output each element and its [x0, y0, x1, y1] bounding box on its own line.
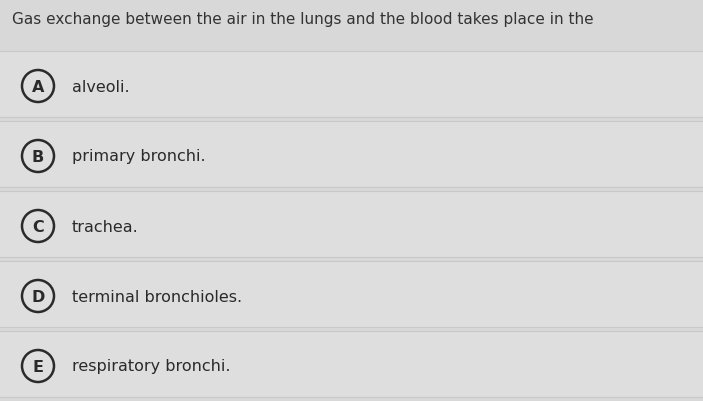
- Bar: [0, 331, 703, 397]
- Text: B: B: [32, 149, 44, 164]
- Text: E: E: [32, 358, 44, 374]
- Text: primary bronchi.: primary bronchi.: [72, 149, 205, 164]
- Bar: [0, 122, 703, 188]
- Text: respiratory bronchi.: respiratory bronchi.: [72, 358, 231, 374]
- Text: trachea.: trachea.: [72, 219, 138, 234]
- Text: D: D: [32, 289, 45, 304]
- Text: C: C: [32, 219, 44, 234]
- Text: terminal bronchioles.: terminal bronchioles.: [72, 289, 242, 304]
- Text: Gas exchange between the air in the lungs and the blood takes place in the: Gas exchange between the air in the lung…: [12, 12, 593, 27]
- Text: A: A: [32, 79, 44, 94]
- Text: alveoli.: alveoli.: [72, 79, 129, 94]
- Bar: [0, 52, 703, 118]
- Bar: [0, 192, 703, 257]
- Bar: [0, 261, 703, 327]
